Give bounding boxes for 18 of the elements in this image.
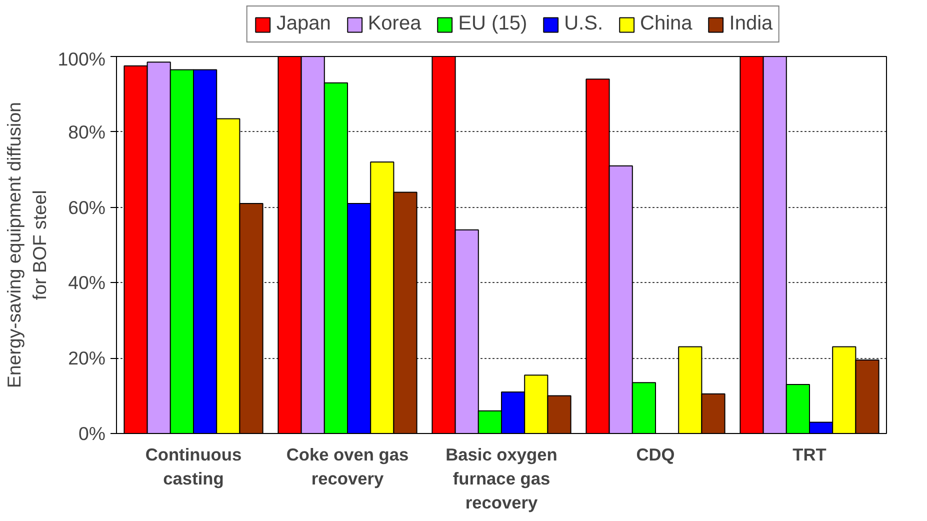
x-tick-label: TRT (792, 444, 827, 464)
legend-label: Korea (368, 12, 422, 36)
y-tick-label: 100% (58, 48, 106, 70)
y-tick-label: 20% (68, 348, 106, 369)
y-tick-label: 60% (68, 196, 106, 218)
legend-label: U.S. (564, 12, 604, 36)
legend-label: China (640, 12, 692, 36)
y-axis-title: Energy-saving equipment diffusion for BOF steel (4, 102, 50, 388)
legend-label: EU (15) (458, 12, 528, 36)
x-tick-label: Continuous casting (145, 444, 242, 488)
y-tick-label: 80% (68, 121, 106, 142)
x-tick-label: CDQ (636, 444, 675, 464)
x-tick-label: Coke oven gas recovery (286, 444, 409, 488)
y-tick-label: 40% (68, 272, 106, 294)
y-tick-label: 0% (78, 423, 106, 444)
x-tick-label: Basic oxygen furnace gas recovery (446, 444, 558, 512)
legend-label: India (729, 12, 773, 36)
legend-label: Japan (276, 12, 331, 36)
